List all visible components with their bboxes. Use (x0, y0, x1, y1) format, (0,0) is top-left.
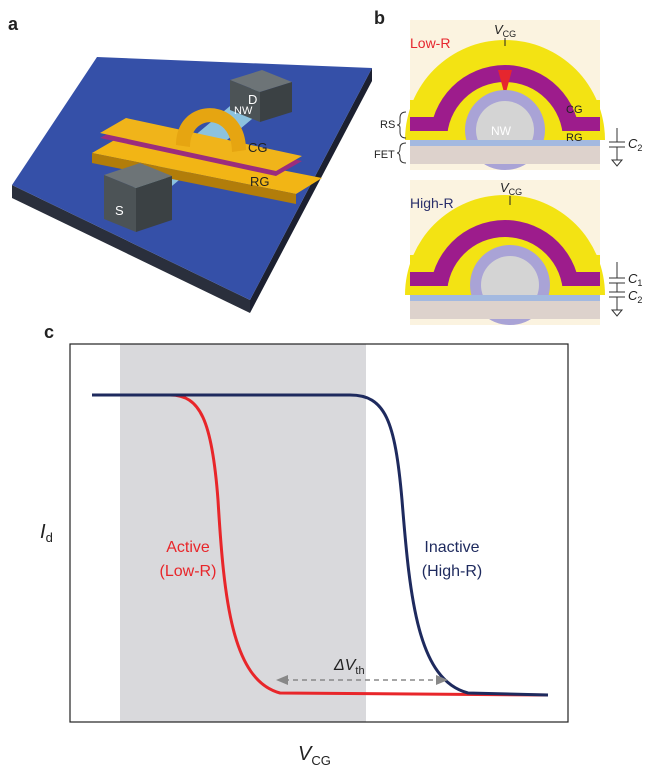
source-label: S (115, 203, 124, 218)
rs-label: RS (380, 119, 395, 131)
y-axis-label: Id (40, 521, 53, 545)
cg-label: CG (566, 104, 583, 116)
substrate (410, 301, 600, 319)
shaded-window (120, 344, 366, 722)
x-axis-label: VCG (298, 743, 331, 768)
brace (397, 112, 406, 138)
capacitor-symbol (609, 262, 625, 316)
subscript: CG (503, 29, 517, 39)
substrate (410, 146, 600, 164)
inactive-label: (High-R) (422, 563, 482, 580)
subscript: 2 (637, 143, 642, 153)
panel-label: b (374, 8, 385, 28)
subscript: 1 (637, 278, 642, 288)
subscript: th (355, 665, 364, 677)
subscript: CG (311, 753, 331, 768)
figure: a D NW S CG RG b Low-R VCG CG RG NW RS F… (0, 0, 646, 776)
fet-label: FET (374, 149, 395, 161)
panel-label: a (8, 14, 19, 34)
subscript: 2 (637, 295, 642, 305)
panel-label: c (44, 322, 54, 342)
rg-label: RG (566, 132, 583, 144)
rg-label: RG (250, 174, 270, 189)
subscript: d (46, 530, 53, 545)
device-schematic (12, 57, 372, 313)
capacitor-symbol (609, 128, 625, 166)
state-label: High-R (410, 195, 454, 211)
state-label: Low-R (410, 35, 450, 51)
capacitor-label: C1 (628, 271, 642, 288)
capacitor-label: C2 (628, 288, 642, 305)
nanowire-label: NW (234, 105, 253, 117)
cg-label: CG (248, 140, 268, 155)
inactive-label: Inactive (424, 539, 479, 556)
active-label: Active (166, 539, 210, 556)
oxide (410, 295, 600, 301)
nanowire-label: NW (491, 124, 512, 138)
subscript: CG (509, 187, 523, 197)
symbol: ΔV (333, 657, 357, 674)
active-label: (Low-R) (160, 563, 217, 580)
brace (397, 143, 406, 163)
capacitor-label: C2 (628, 136, 642, 153)
